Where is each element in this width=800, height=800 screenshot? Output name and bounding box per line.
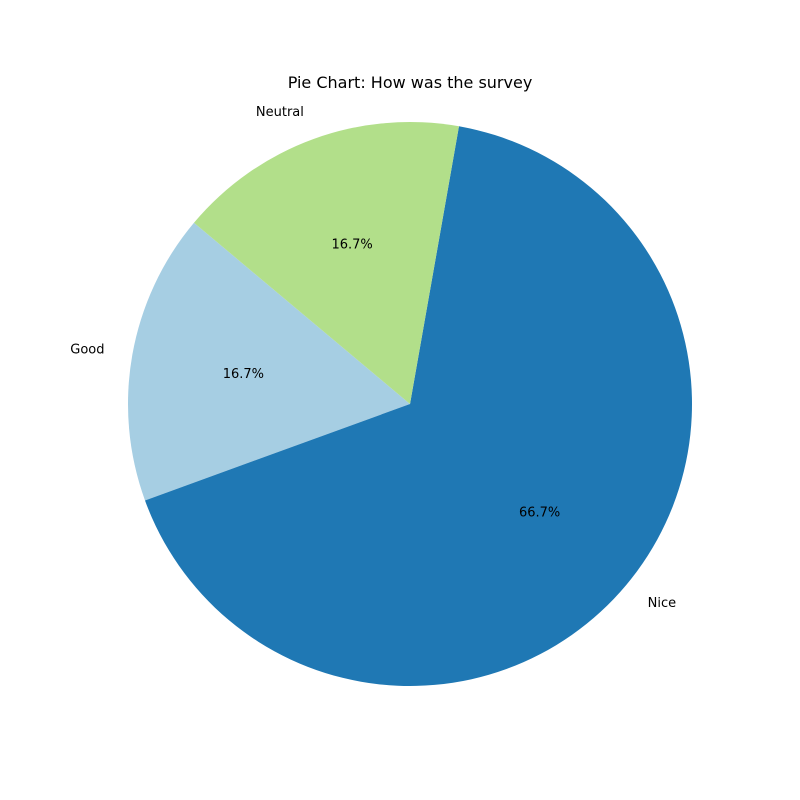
slice-percent-nice: 66.7%	[519, 505, 560, 520]
labels-layer: Good 16.7% Nice 66.7% Neutral 16.7%	[70, 105, 676, 611]
chart-title: Pie Chart: How was the survey	[288, 73, 533, 92]
pie-slice-neutral	[193, 122, 459, 404]
slices-layer	[128, 122, 692, 687]
pie-slice-good	[128, 222, 410, 501]
pie-slice-nice	[145, 126, 692, 687]
slice-percent-neutral: 16.7%	[331, 238, 372, 253]
slice-label-good: Good	[70, 343, 104, 358]
slice-label-nice: Nice	[648, 596, 676, 611]
slice-label-neutral: Neutral	[256, 105, 304, 120]
slice-percent-good: 16.7%	[223, 367, 264, 382]
